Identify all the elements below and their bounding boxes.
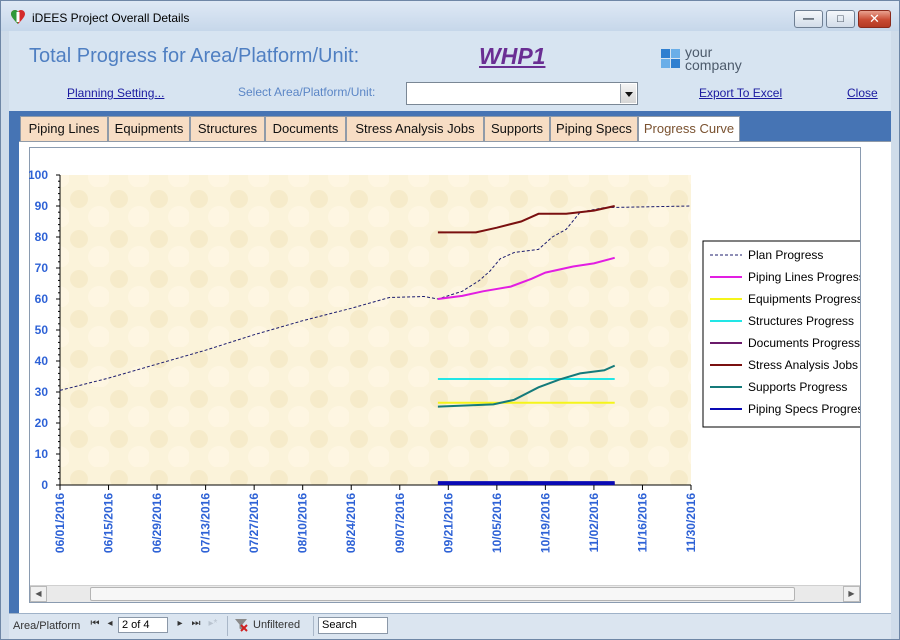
logo-text: your company bbox=[685, 44, 742, 73]
unit-select-dropdown[interactable] bbox=[406, 82, 638, 105]
x-tick-label: 08/24/2016 bbox=[344, 493, 358, 553]
legend-entry: Supports Progress bbox=[748, 380, 847, 394]
y-tick-label: 40 bbox=[35, 354, 49, 368]
series-lines bbox=[59, 205, 692, 486]
series-line-piping-lines-progress bbox=[437, 256, 615, 300]
tab-progress-curve[interactable]: Progress Curve bbox=[638, 116, 740, 143]
chart-legend: Plan Progress Piping Lines Progress Equipm… bbox=[702, 240, 861, 428]
scroll-right-icon[interactable]: ▶ bbox=[843, 586, 860, 602]
minimize-button[interactable]: — bbox=[794, 10, 823, 28]
tab-documents[interactable]: Documents bbox=[265, 116, 346, 141]
tab-piping-lines[interactable]: Piping Lines bbox=[20, 116, 108, 141]
tab-supports[interactable]: Supports bbox=[484, 116, 550, 141]
current-record-field[interactable]: 2 of 4 bbox=[118, 617, 168, 633]
series-line-stress-analysis-jobs-progress bbox=[437, 205, 615, 234]
x-tick-label: 09/07/2016 bbox=[393, 493, 407, 553]
legend-box bbox=[702, 240, 860, 428]
tab-equipments[interactable]: Equipments bbox=[108, 116, 190, 141]
close-icon: ✕ bbox=[869, 11, 880, 26]
nav-separator bbox=[313, 616, 314, 636]
plot-background bbox=[60, 175, 691, 485]
x-tick-label: 10/05/2016 bbox=[490, 493, 504, 553]
plot-area bbox=[60, 175, 691, 485]
maximize-icon: □ bbox=[837, 13, 844, 25]
title-bar[interactable]: iDEES Project Overall Details — □ ✕ bbox=[1, 1, 899, 31]
last-record-icon[interactable]: ⏭ bbox=[191, 618, 201, 629]
tab-structures[interactable]: Structures bbox=[190, 116, 265, 141]
series-line-plan-progress bbox=[59, 205, 692, 391]
logo-mark-icon bbox=[661, 49, 681, 69]
tab-stress-analysis-jobs[interactable]: Stress Analysis Jobs bbox=[346, 116, 484, 141]
x-tick-label: 06/01/2016 bbox=[53, 493, 67, 553]
tab-piping-specs[interactable]: Piping Specs bbox=[550, 116, 638, 141]
scrollbar-thumb[interactable] bbox=[90, 587, 795, 601]
legend-entry: Piping Specs Progress bbox=[748, 402, 861, 416]
legend-entry: Documents Progress bbox=[748, 336, 860, 350]
x-tick-label: 07/27/2016 bbox=[247, 493, 261, 553]
scroll-left-icon[interactable]: ◀ bbox=[30, 586, 47, 602]
app-icon bbox=[11, 10, 25, 24]
nav-separator bbox=[227, 616, 228, 636]
y-tick-label: 100 bbox=[29, 168, 48, 182]
legend-entry: Piping Lines Progress bbox=[748, 270, 861, 284]
dropdown-arrow-icon[interactable] bbox=[620, 84, 636, 103]
y-tick-label: 90 bbox=[35, 199, 49, 213]
planning-setting-link[interactable]: Planning Setting... bbox=[67, 86, 165, 100]
next-record-icon[interactable]: ▸ bbox=[177, 618, 183, 629]
window-title: iDEES Project Overall Details bbox=[32, 11, 190, 25]
maximize-button[interactable]: □ bbox=[826, 10, 855, 28]
horizontal-scrollbar[interactable]: ◀ ▶ bbox=[30, 585, 860, 602]
series-line-supports-progress bbox=[437, 364, 616, 408]
first-record-icon[interactable]: ⏮ bbox=[90, 618, 100, 629]
filter-icon bbox=[235, 619, 248, 632]
header-panel: Total Progress for Area/Platform/Unit: W… bbox=[9, 31, 891, 111]
y-tick-label: 50 bbox=[35, 323, 49, 337]
company-logo: your company bbox=[661, 44, 761, 75]
close-window-button[interactable]: ✕ bbox=[858, 10, 891, 28]
axes: 0 10 20 30 40 50 60 70 80 90 100 06/01/2016 06/15/20… bbox=[29, 168, 698, 553]
close-link[interactable]: Close bbox=[847, 86, 878, 100]
x-tick-label: 07/13/2016 bbox=[199, 493, 213, 553]
previous-record-icon[interactable]: ◂ bbox=[107, 618, 113, 629]
progress-curve-chart: 0 10 20 30 40 50 60 70 80 90 100 06/01/2016 06/15/20… bbox=[29, 168, 861, 553]
export-to-excel-link[interactable]: Export To Excel bbox=[699, 86, 783, 100]
minimize-icon: — bbox=[803, 13, 814, 25]
y-tick-label: 20 bbox=[35, 416, 49, 430]
y-tick-label: 60 bbox=[35, 292, 49, 306]
search-input[interactable]: Search bbox=[318, 617, 388, 634]
x-tick-label: 11/02/2016 bbox=[587, 493, 601, 553]
record-navigation-bar: Area/Platform ⏮ ◂ 2 of 4 ▸ ⏭ ▸* Unfilter… bbox=[9, 613, 891, 639]
legend-entry: Structures Progress bbox=[748, 314, 854, 328]
select-unit-label: Select Area/Platform/Unit: bbox=[238, 85, 376, 99]
x-tick-label: 06/29/2016 bbox=[150, 493, 164, 553]
y-tick-label: 70 bbox=[35, 261, 49, 275]
x-tick-label: 11/16/2016 bbox=[635, 493, 649, 553]
record-navigation-label: Area/Platform bbox=[13, 620, 81, 632]
x-tick-label: 10/19/2016 bbox=[538, 493, 552, 553]
y-tick-label: 80 bbox=[35, 230, 49, 244]
y-tick-label: 10 bbox=[35, 447, 49, 461]
logo-line-2: company bbox=[685, 57, 742, 73]
legend-entry: Equipments Progress bbox=[748, 292, 861, 306]
x-tick-label: 08/10/2016 bbox=[296, 493, 310, 553]
x-tick-label: 09/21/2016 bbox=[441, 493, 455, 553]
unit-code-link[interactable]: WHP1 bbox=[479, 43, 546, 69]
filter-status[interactable]: Unfiltered bbox=[253, 619, 301, 631]
page-title: Total Progress for Area/Platform/Unit: bbox=[29, 45, 360, 67]
legend-entry: Plan Progress bbox=[748, 248, 823, 262]
legend-entry: Stress Analysis Jobs Progress bbox=[748, 358, 861, 372]
x-tick-label: 06/15/2016 bbox=[102, 493, 116, 553]
new-record-icon: ▸* bbox=[208, 618, 218, 629]
y-tick-label: 30 bbox=[35, 385, 49, 399]
logo-line-1: your bbox=[685, 44, 713, 60]
y-tick-label: 0 bbox=[41, 478, 48, 492]
x-tick-label: 11/30/2016 bbox=[684, 493, 698, 553]
